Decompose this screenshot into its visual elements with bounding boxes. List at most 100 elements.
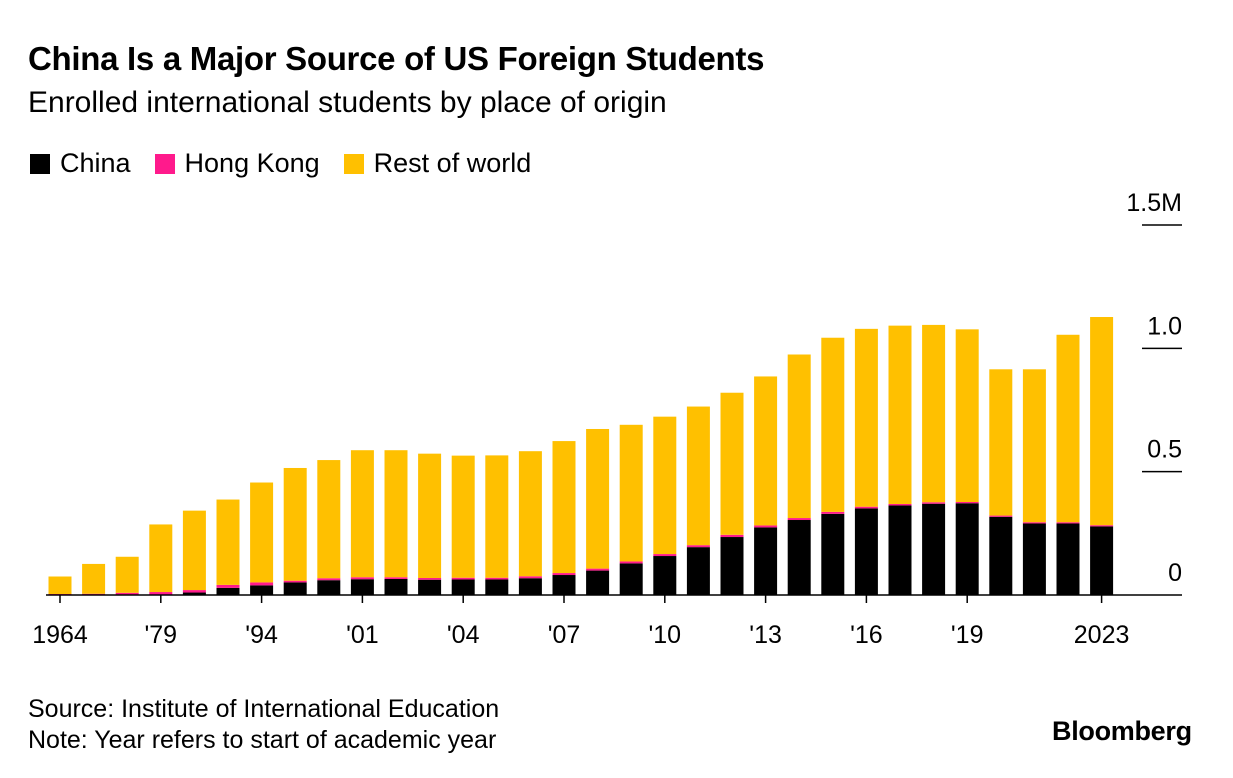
bar-rest-of-world-2013	[754, 376, 778, 526]
bar-china-2023	[1090, 526, 1114, 595]
bar-hong-kong-2021	[1022, 522, 1046, 524]
bar-hong-kong-2018	[922, 502, 946, 504]
bar-rest-of-world-2012	[720, 392, 744, 535]
y-tick-label-2: 1.0	[1147, 312, 1182, 340]
bar-rest-of-world-1969	[82, 563, 106, 594]
bar-china-1989	[216, 587, 240, 595]
bar-china-2009	[619, 563, 643, 595]
source-note: Source: Institute of International Educa…	[28, 695, 500, 723]
bar-china-2005	[485, 579, 509, 595]
bar-china-2015	[821, 513, 845, 595]
bar-hong-kong-2006	[518, 576, 542, 579]
x-tick-label-01: '01	[346, 621, 379, 649]
bar-rest-of-world-2004	[451, 455, 475, 578]
bar-rest-of-world-2023	[1090, 317, 1114, 526]
bar-china-1994	[250, 585, 274, 595]
bar-rest-of-world-2010	[653, 416, 677, 555]
bar-china-2001	[350, 579, 374, 595]
footer: Source: Institute of International Educa…	[28, 694, 499, 756]
bar-rest-of-world-1984	[182, 510, 206, 591]
bar-hong-kong-2002	[384, 577, 408, 579]
legend: China Hong Kong Rest of world	[30, 148, 555, 179]
x-tick-label-94: '94	[245, 621, 278, 649]
bar-china-2007	[552, 575, 576, 595]
bar-china-2016	[854, 508, 878, 595]
bar-china-2010	[653, 556, 677, 595]
bar-rest-of-world-2001	[350, 450, 374, 578]
bar-rest-of-world-2021	[1022, 369, 1046, 523]
bar-rest-of-world-2015	[821, 337, 845, 512]
bar-rest-of-world-2019	[955, 329, 979, 503]
x-axis: 1964 '79 '94 '01 '04 '07 '10 '13 '16 '19 2023	[32, 594, 1182, 649]
bar-china-2000	[317, 580, 341, 595]
bar-hong-kong-2009	[619, 561, 643, 564]
legend-item-hong-kong: Hong Kong	[154, 148, 320, 179]
bar-china-2013	[754, 527, 778, 595]
x-tick-label-19: '19	[951, 621, 984, 649]
y-tick-label-1: 0.5	[1147, 436, 1182, 464]
bar-rest-of-world-1974	[115, 556, 139, 593]
bar-hong-kong-2023	[1090, 525, 1114, 527]
bar-hong-kong-2019	[955, 502, 979, 504]
bar-hong-kong-1989	[216, 584, 240, 588]
bar-china-2002	[384, 578, 408, 595]
legend-swatch-china	[30, 153, 50, 174]
y-tick-label-0: 0	[1168, 559, 1182, 587]
bar-hong-kong-2003	[418, 577, 442, 580]
bar-hong-kong-2020	[989, 515, 1013, 517]
chart-subtitle: Enrolled international students by place…	[28, 86, 667, 119]
bar-china-2021	[1022, 523, 1046, 595]
x-tick-label-07: '07	[548, 621, 581, 649]
bar-hong-kong-2001	[350, 577, 374, 580]
bar-rest-of-world-2005	[485, 455, 509, 578]
bar-rest-of-world-2017	[888, 325, 912, 504]
bar-china-1999	[283, 582, 307, 595]
bar-hong-kong-2008	[586, 568, 610, 571]
bar-rest-of-world-1989	[216, 499, 240, 585]
bar-china-2004	[451, 579, 475, 595]
bar-rest-of-world-2007	[552, 441, 576, 574]
bar-hong-kong-2016	[854, 506, 878, 509]
bar-china-2008	[586, 570, 610, 595]
bar-rest-of-world-2008	[586, 428, 610, 569]
bar-china-2019	[955, 503, 979, 595]
bar-china-2017	[888, 505, 912, 595]
bar-rest-of-world-2000	[317, 460, 341, 579]
bar-hong-kong-1979	[149, 592, 173, 595]
bloomberg-logo: Bloomberg	[1052, 716, 1192, 746]
chart-title: China Is a Major Source of US Foreign St…	[28, 40, 765, 77]
legend-swatch-hong-kong	[154, 153, 175, 174]
bar-hong-kong-2004	[451, 577, 475, 580]
bar-hong-kong-2014	[787, 518, 811, 521]
legend-swatch-rest-of-world	[343, 153, 364, 174]
bar-rest-of-world-2011	[686, 406, 710, 546]
bar-china-2022	[1056, 523, 1080, 595]
bar-rest-of-world-2018	[922, 324, 946, 503]
bar-rest-of-world-2006	[518, 451, 542, 577]
bar-china-2018	[922, 503, 946, 595]
bar-hong-kong-2005	[485, 577, 509, 580]
bar-rest-of-world-2003	[418, 453, 442, 578]
bar-rest-of-world-2016	[854, 328, 878, 507]
bar-hong-kong-2007	[552, 573, 576, 576]
year-note: Note: Year refers to start of academic y…	[28, 726, 497, 754]
y-tick-label-3: 1.5M	[1126, 189, 1182, 217]
bar-hong-kong-1974	[115, 592, 139, 595]
legend-label-rest-of-world: Rest of world	[373, 148, 532, 178]
bar-rest-of-world-2020	[989, 369, 1013, 516]
x-tick-label-79: '79	[145, 621, 178, 649]
x-tick-label-16: '16	[850, 621, 883, 649]
legend-item-rest-of-world: Rest of world	[343, 148, 532, 179]
bar-china-2003	[418, 579, 442, 595]
bar-hong-kong-1999	[283, 580, 307, 583]
bar-rest-of-world-1999	[283, 467, 307, 581]
x-tick-label-1964: 1964	[32, 621, 88, 649]
bar-hong-kong-1994	[250, 582, 274, 586]
bars-group	[48, 317, 1114, 595]
bar-hong-kong-2015	[821, 511, 845, 514]
bar-rest-of-world-1964	[48, 576, 72, 595]
bar-hong-kong-1984	[182, 590, 206, 593]
x-tick-label-2023: 2023	[1074, 621, 1130, 649]
bar-hong-kong-2010	[653, 554, 677, 557]
